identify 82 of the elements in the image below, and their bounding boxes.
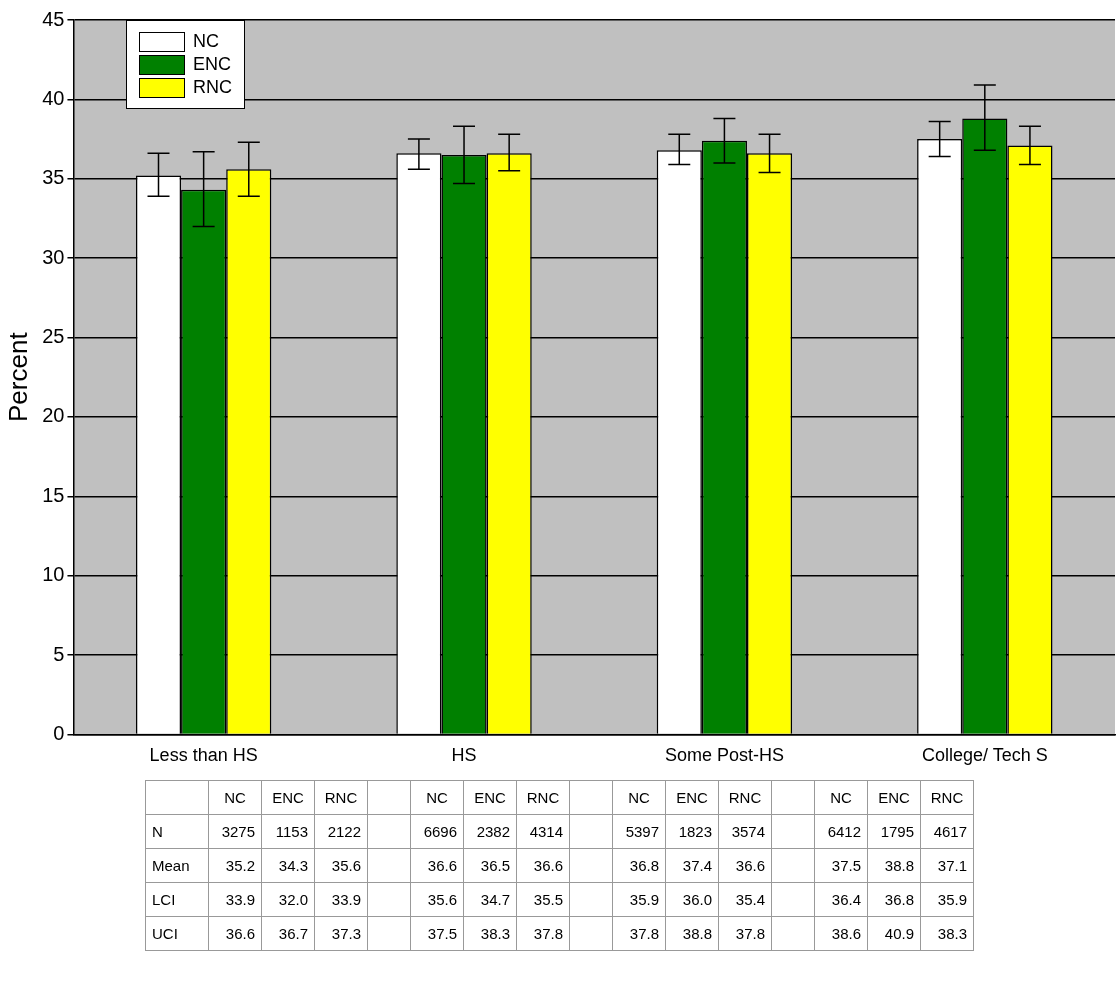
text: NC [224, 789, 246, 806]
text: RNC [526, 789, 560, 806]
y-axis-title: Percent [2, 331, 33, 422]
text: 37.3 [314, 916, 368, 951]
text: 36.4 [814, 882, 868, 917]
legend-label: RNC [193, 77, 232, 98]
text: 6412 [814, 814, 868, 849]
text: 36.6 [410, 848, 464, 883]
text: 36.8 [612, 848, 666, 883]
text: 37.8 [612, 916, 666, 951]
text: 1823 [665, 814, 719, 849]
text: 36.0 [665, 882, 719, 917]
text: RNC [728, 789, 762, 806]
text: 37.5 [814, 848, 868, 883]
text: 36.6 [718, 848, 772, 883]
text: 2382 [463, 814, 517, 849]
text: 1795 [867, 814, 921, 849]
x-tick-label: Less than HS [149, 745, 258, 766]
x-tick-label: Some Post-HS [664, 745, 784, 766]
text: 36.7 [261, 916, 315, 951]
text: N [145, 814, 209, 849]
text: 38.3 [463, 916, 517, 951]
text: 36.6 [516, 848, 570, 883]
text: 35.9 [612, 882, 666, 917]
text: 5397 [612, 814, 666, 849]
text: 32.0 [261, 882, 315, 917]
text: RNC [324, 789, 358, 806]
y-tick-label: 35 [42, 166, 65, 189]
text: 35.5 [516, 882, 570, 917]
text: 37.1 [920, 848, 974, 883]
text: 4617 [920, 814, 974, 849]
text: 36.8 [867, 882, 921, 917]
text: 36.5 [463, 848, 517, 883]
text: 33.9 [314, 882, 368, 917]
text: 6696 [410, 814, 464, 849]
text: 38.8 [665, 916, 719, 951]
text: 3574 [718, 814, 772, 849]
text: 37.5 [410, 916, 464, 951]
y-tick-label: 40 [42, 86, 65, 109]
text: 38.3 [920, 916, 974, 951]
text: 35.6 [410, 882, 464, 917]
text: ENC [878, 789, 910, 806]
y-tick-label: 10 [42, 563, 65, 586]
text: 37.8 [516, 916, 570, 951]
text: 37.4 [665, 848, 719, 883]
text: 3275 [208, 814, 262, 849]
text: 34.7 [463, 882, 517, 917]
text: ENC [272, 789, 304, 806]
text: 35.9 [920, 882, 974, 917]
text: 38.8 [867, 848, 921, 883]
text: 35.4 [718, 882, 772, 917]
text: ENC [474, 789, 506, 806]
legend-label: ENC [193, 54, 232, 75]
text: 35.6 [314, 848, 368, 883]
text: NC [830, 789, 852, 806]
text: 37.8 [718, 916, 772, 951]
y-tick-label: 30 [42, 245, 65, 268]
y-tick-label: 20 [42, 404, 65, 427]
text: RNC [930, 789, 964, 806]
text: UCI [145, 916, 209, 951]
legend-label: NC [193, 31, 219, 52]
y-tick-label: 0 [53, 721, 65, 744]
text: 36.6 [208, 916, 262, 951]
y-tick-label: 15 [42, 483, 65, 506]
text: 1153 [261, 814, 315, 849]
y-tick-label: 25 [42, 325, 65, 348]
x-tick-label: HS [451, 745, 477, 766]
text: NC [426, 789, 448, 806]
text: Mean [145, 848, 209, 883]
text: LCI [145, 882, 209, 917]
text: 40.9 [867, 916, 921, 951]
text: 4314 [516, 814, 570, 849]
text: ENC [676, 789, 708, 806]
text: 33.9 [208, 882, 262, 917]
text: NC [628, 789, 650, 806]
y-tick-label: 45 [42, 7, 65, 30]
y-tick-label: 5 [53, 642, 65, 665]
text: 34.3 [261, 848, 315, 883]
text: 2122 [314, 814, 368, 849]
x-tick-label: College/ Tech S [921, 745, 1048, 766]
text: 35.2 [208, 848, 262, 883]
text: 38.6 [814, 916, 868, 951]
